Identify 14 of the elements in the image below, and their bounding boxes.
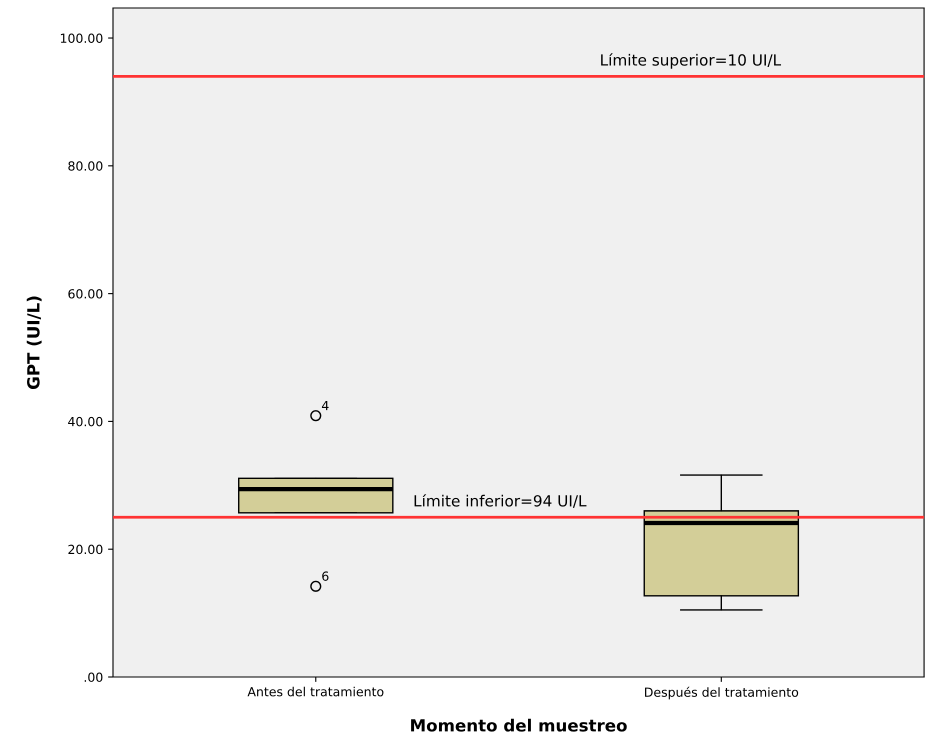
annotation: 4 xyxy=(322,400,329,410)
x-tick-label: Antes del tratamiento xyxy=(248,686,384,696)
y-axis-title: GPT (UI/L) xyxy=(26,296,42,390)
y-tick-label: 100.00 xyxy=(60,34,102,43)
y-tick-label: 80.00 xyxy=(68,161,102,171)
x-axis-title: Momento del muestreo xyxy=(411,718,627,732)
y-tick-label: 60.00 xyxy=(68,289,102,299)
y-tick-label: 40.00 xyxy=(68,416,102,426)
x-tick-label: Después del tratamiento xyxy=(645,686,798,700)
y-tick-label: .00 xyxy=(84,672,102,682)
y-tick-label: 20.00 xyxy=(68,544,102,554)
annotation: Límite inferior=94 UI/L xyxy=(414,494,586,508)
annotation: Límite superior=10 UI/L xyxy=(601,53,782,69)
annotation: 6 xyxy=(322,571,328,581)
